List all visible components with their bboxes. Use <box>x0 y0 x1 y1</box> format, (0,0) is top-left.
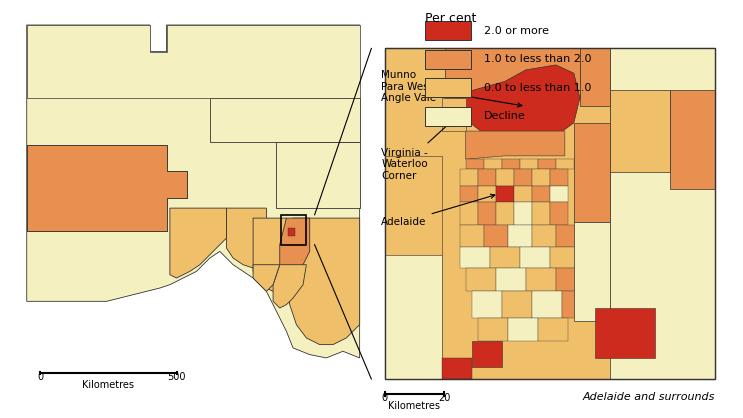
Polygon shape <box>550 247 580 268</box>
Polygon shape <box>556 159 574 169</box>
Bar <box>425 21 471 40</box>
Polygon shape <box>273 265 306 308</box>
Polygon shape <box>550 202 568 225</box>
Bar <box>425 78 471 97</box>
Bar <box>425 50 471 69</box>
Polygon shape <box>27 25 360 98</box>
Polygon shape <box>478 318 507 341</box>
Polygon shape <box>556 225 580 247</box>
Polygon shape <box>478 169 496 186</box>
Text: Adelaide: Adelaide <box>381 194 495 227</box>
Text: 0.0 to less than 1.0: 0.0 to less than 1.0 <box>484 83 591 93</box>
Polygon shape <box>210 98 360 142</box>
Polygon shape <box>520 247 550 268</box>
Polygon shape <box>532 225 556 247</box>
Polygon shape <box>484 159 502 169</box>
Bar <box>425 107 471 126</box>
Polygon shape <box>670 90 715 189</box>
Polygon shape <box>478 186 496 202</box>
Text: 0: 0 <box>381 393 388 403</box>
Polygon shape <box>472 291 502 318</box>
Polygon shape <box>27 145 186 232</box>
Polygon shape <box>496 169 513 186</box>
Polygon shape <box>532 291 562 318</box>
Polygon shape <box>460 225 484 247</box>
Polygon shape <box>288 228 295 237</box>
Polygon shape <box>496 202 513 225</box>
Text: Virginia -
Waterloo
Corner: Virginia - Waterloo Corner <box>381 122 451 181</box>
Polygon shape <box>472 341 502 367</box>
Polygon shape <box>385 255 441 379</box>
Text: 500: 500 <box>167 372 186 382</box>
Polygon shape <box>444 48 580 98</box>
Polygon shape <box>538 318 568 341</box>
Polygon shape <box>490 247 520 268</box>
Polygon shape <box>27 25 360 358</box>
Polygon shape <box>526 268 556 291</box>
Polygon shape <box>538 159 556 169</box>
Polygon shape <box>385 48 715 379</box>
Text: Per cent: Per cent <box>425 12 476 25</box>
Polygon shape <box>466 159 484 169</box>
Polygon shape <box>441 357 472 379</box>
Polygon shape <box>460 169 478 186</box>
Polygon shape <box>502 159 520 169</box>
Polygon shape <box>574 123 610 222</box>
Polygon shape <box>253 265 279 291</box>
Polygon shape <box>574 222 610 321</box>
Polygon shape <box>460 247 490 268</box>
Polygon shape <box>520 159 538 169</box>
Polygon shape <box>170 208 227 278</box>
Polygon shape <box>513 202 532 225</box>
Polygon shape <box>227 208 267 268</box>
Polygon shape <box>550 169 568 186</box>
Polygon shape <box>441 98 466 131</box>
Polygon shape <box>253 218 286 291</box>
Polygon shape <box>507 225 532 247</box>
Polygon shape <box>484 225 507 247</box>
Polygon shape <box>532 169 550 186</box>
Polygon shape <box>610 48 715 379</box>
Polygon shape <box>466 131 565 159</box>
Polygon shape <box>496 268 526 291</box>
Polygon shape <box>286 218 360 344</box>
Polygon shape <box>562 291 592 318</box>
Text: Kilometres: Kilometres <box>389 401 441 411</box>
Polygon shape <box>27 145 186 232</box>
Text: 0: 0 <box>37 372 43 382</box>
Polygon shape <box>496 186 513 202</box>
Polygon shape <box>460 202 478 225</box>
Polygon shape <box>276 142 360 208</box>
Polygon shape <box>556 268 586 291</box>
Text: Adelaide and surrounds: Adelaide and surrounds <box>583 392 715 402</box>
Polygon shape <box>279 218 310 278</box>
Polygon shape <box>478 202 496 225</box>
Polygon shape <box>580 48 610 106</box>
Text: Munno
Para West
Angle Vale: Munno Para West Angle Vale <box>381 70 522 107</box>
Polygon shape <box>513 169 532 186</box>
Polygon shape <box>532 186 550 202</box>
Polygon shape <box>385 156 441 379</box>
Polygon shape <box>466 268 496 291</box>
Text: Kilometres: Kilometres <box>82 380 134 390</box>
Polygon shape <box>550 186 568 202</box>
Text: Decline: Decline <box>484 111 525 121</box>
Polygon shape <box>610 90 670 172</box>
Polygon shape <box>460 65 580 143</box>
Text: 1.0 to less than 2.0: 1.0 to less than 2.0 <box>484 54 591 64</box>
Polygon shape <box>595 308 655 357</box>
Polygon shape <box>513 186 532 202</box>
Polygon shape <box>507 318 538 341</box>
Text: 20: 20 <box>438 393 450 403</box>
Polygon shape <box>532 202 550 225</box>
Polygon shape <box>460 186 478 202</box>
Polygon shape <box>502 291 532 318</box>
Text: 2.0 or more: 2.0 or more <box>484 25 549 36</box>
